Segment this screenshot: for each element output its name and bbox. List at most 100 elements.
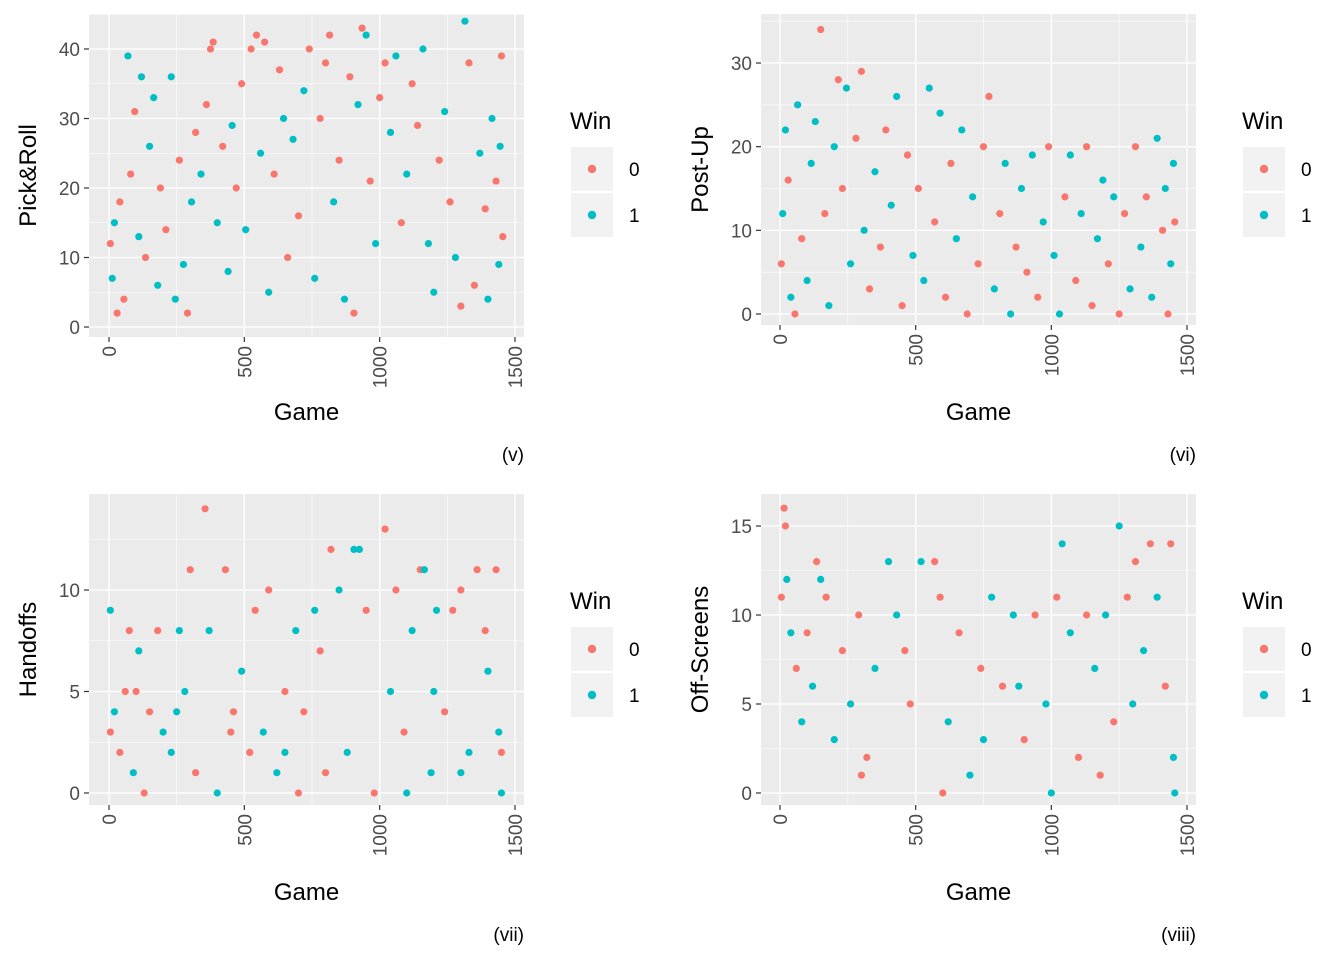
y-tick-label: 20	[59, 179, 80, 200]
point-win-0	[1146, 540, 1154, 548]
y-axis-title: Pick&Roll	[15, 124, 42, 227]
point-win-0	[901, 647, 909, 655]
point-win-1	[979, 736, 988, 744]
point-win-1	[969, 193, 977, 201]
point-win-1	[179, 260, 188, 269]
point-win-0	[131, 107, 139, 116]
point-win-1	[808, 682, 817, 690]
point-win-1	[330, 198, 338, 206]
point-win-1	[124, 52, 132, 60]
point-win-0	[327, 545, 335, 554]
point-win-0	[914, 184, 922, 193]
point-win-0	[780, 504, 788, 512]
point-win-1	[238, 667, 246, 675]
point-win-1	[289, 135, 297, 143]
point-win-0	[1110, 718, 1118, 726]
point-win-1	[952, 235, 960, 243]
point-win-0	[906, 700, 914, 708]
point-win-0	[903, 151, 912, 159]
legend-label: 0	[1301, 160, 1312, 181]
point-win-1	[1169, 159, 1178, 167]
point-win-1	[273, 769, 281, 777]
point-win-0	[350, 309, 358, 317]
point-win-1	[893, 611, 901, 619]
point-win-0	[127, 170, 135, 178]
legend-point-icon	[1259, 690, 1269, 700]
point-win-0	[947, 159, 955, 167]
point-win-0	[116, 198, 124, 206]
x-axis-title: Game	[946, 399, 1011, 426]
point-win-0	[229, 708, 238, 716]
point-win-1	[1137, 243, 1145, 251]
point-win-1	[430, 288, 438, 296]
point-win-1	[476, 149, 484, 157]
point-win-1	[1099, 176, 1107, 184]
point-win-1	[1110, 193, 1118, 201]
y-tick-label: 10	[59, 249, 80, 270]
point-win-0	[192, 128, 200, 136]
point-win-0	[408, 80, 416, 88]
y-tick-label: 0	[741, 784, 752, 805]
point-win-0	[1161, 682, 1169, 690]
point-win-0	[834, 76, 842, 84]
point-win-1	[259, 728, 267, 736]
point-win-0	[397, 219, 405, 227]
point-win-0	[261, 38, 269, 46]
y-tick-label: 0	[741, 305, 752, 326]
legend-title: Win	[1242, 108, 1283, 135]
legend-label: 1	[629, 206, 640, 227]
point-win-1	[451, 253, 460, 262]
point-win-1	[362, 31, 370, 39]
point-win-0	[1088, 302, 1096, 310]
y-axis-title: Off-Screens	[687, 586, 714, 714]
point-win-0	[281, 687, 289, 696]
point-win-0	[1031, 611, 1039, 619]
point-win-0	[838, 647, 847, 655]
y-tick-label: 0	[69, 784, 80, 805]
point-win-0	[449, 606, 457, 614]
point-win-0	[106, 240, 114, 248]
point-win-1	[495, 260, 503, 269]
point-win-0	[1020, 736, 1028, 744]
legend: Win 0 1	[570, 108, 640, 237]
point-win-1	[807, 159, 815, 167]
point-win-0	[492, 177, 500, 185]
point-win-0	[865, 285, 874, 293]
point-win-0	[1115, 310, 1123, 318]
point-win-1	[1115, 522, 1123, 530]
legend: Win 0 1	[1242, 108, 1312, 237]
point-win-0	[192, 769, 200, 777]
point-win-0	[446, 198, 454, 206]
x-tick-label: 1000	[1042, 334, 1063, 376]
x-tick-label: 1500	[506, 346, 527, 388]
x-tick-label: 1500	[1178, 814, 1199, 856]
point-win-0	[370, 789, 378, 797]
point-win-1	[1161, 184, 1169, 193]
point-win-0	[232, 184, 240, 192]
point-win-0	[113, 309, 121, 317]
point-win-0	[473, 566, 481, 574]
point-win-1	[167, 73, 175, 81]
point-win-0	[781, 522, 790, 530]
point-win-1	[242, 226, 250, 234]
point-win-0	[1131, 558, 1140, 566]
point-win-0	[392, 586, 400, 594]
point-win-1	[484, 667, 492, 675]
point-win-1	[281, 748, 289, 757]
point-win-1	[1028, 151, 1036, 159]
point-win-1	[1015, 682, 1023, 690]
point-win-1	[187, 198, 196, 206]
point-win-1	[256, 149, 265, 157]
point-win-1	[154, 281, 162, 289]
point-win-0	[1131, 143, 1140, 151]
y-axis-title: Post-Up	[687, 126, 714, 213]
point-win-1	[495, 728, 503, 736]
x-axis-title: Game	[274, 399, 339, 426]
point-win-1	[944, 718, 952, 726]
point-win-0	[251, 606, 259, 614]
point-win-1	[1039, 218, 1047, 226]
y-tick-label: 5	[69, 683, 80, 704]
legend-title: Win	[570, 588, 611, 615]
